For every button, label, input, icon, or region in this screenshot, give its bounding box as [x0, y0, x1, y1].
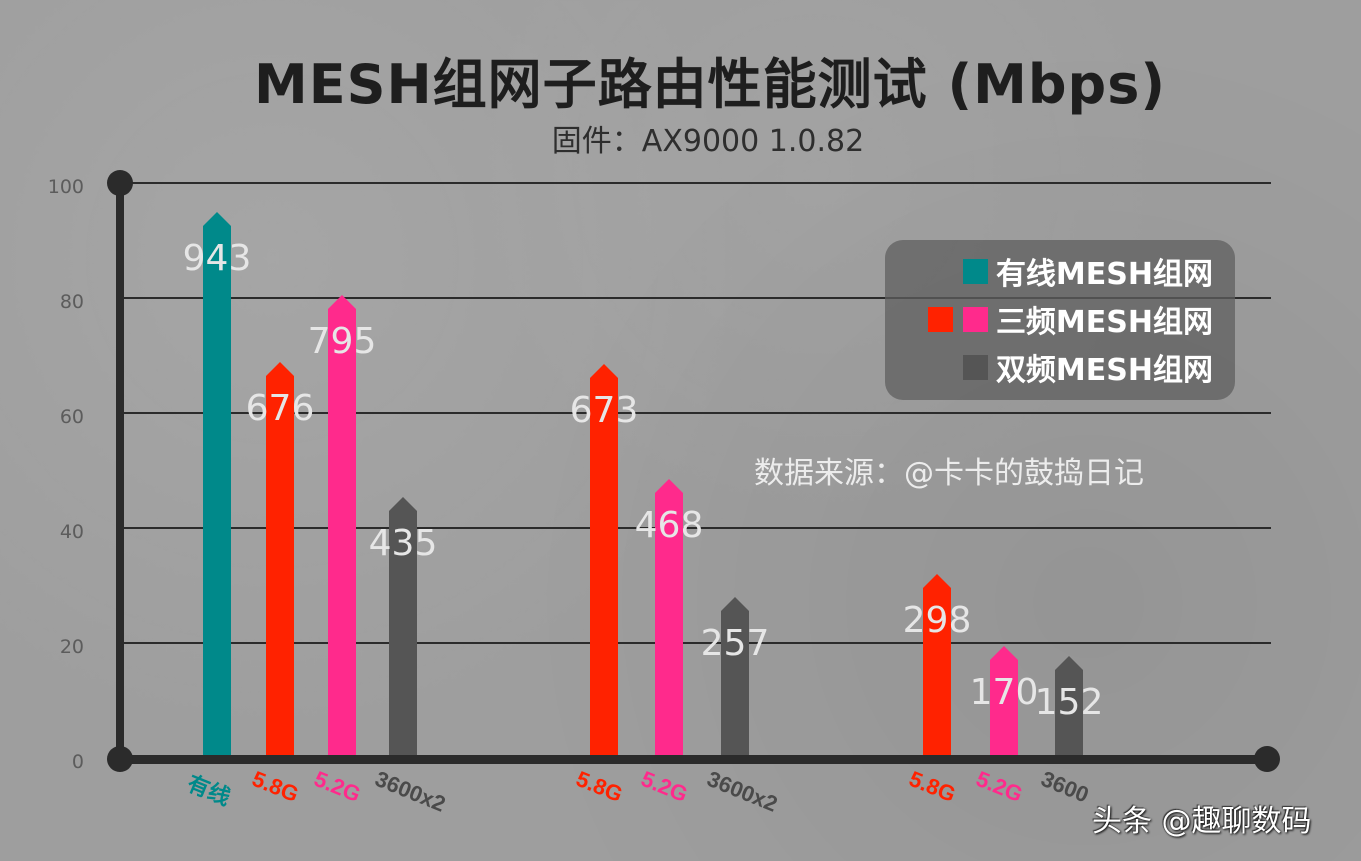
x-category-label: 5.2G — [637, 766, 692, 808]
bar — [328, 295, 356, 755]
bar-arrow-tip — [721, 596, 749, 611]
legend-label: 有线MESH组网 — [995, 257, 1213, 292]
y-tick-label: 80 — [59, 291, 84, 313]
bar-arrow-tip — [389, 497, 417, 512]
bar — [990, 645, 1018, 755]
legend-swatch — [962, 354, 988, 380]
data-source-note: 数据来源：@卡卡的鼓捣日记 — [754, 456, 1144, 491]
y-tick-label: 40 — [59, 521, 84, 543]
x-category-label: 5.2G — [310, 766, 365, 808]
y-tick-label: 100 — [47, 176, 84, 198]
bar-body — [328, 309, 356, 755]
bar-value-label: 468 — [634, 504, 704, 546]
gridline — [120, 297, 1271, 299]
bar-value-label: 170 — [969, 671, 1039, 713]
x-category-label: 5.2G — [972, 766, 1027, 808]
legend-item-dualband: 双频MESH组网 — [962, 344, 1213, 390]
bar-body — [389, 511, 417, 755]
bar-arrow-tip — [590, 363, 618, 378]
bar — [203, 212, 231, 755]
legend-swatch — [962, 258, 988, 284]
y-axis — [116, 183, 124, 761]
gridline — [120, 642, 1271, 644]
bar-value-label: 673 — [569, 389, 639, 431]
gridline — [120, 412, 1271, 414]
axis-origin-dot — [107, 746, 133, 772]
bar-value-label: 257 — [700, 622, 770, 664]
bar-arrow-tip — [203, 212, 231, 227]
y-tick-label: 60 — [59, 406, 84, 428]
chart-title: MESH组网子路由性能测试 (Mbps) — [253, 53, 1167, 116]
bar-value-label: 435 — [368, 523, 438, 565]
bar — [266, 362, 294, 755]
x-category-label: 5.8G — [248, 766, 303, 808]
bar — [655, 478, 683, 755]
bar-body — [655, 492, 683, 755]
x-category-label: 5.8G — [905, 766, 960, 808]
bar — [590, 363, 618, 755]
bar-value-label: 298 — [902, 599, 972, 641]
gridline — [120, 527, 1271, 529]
x-axis — [116, 755, 1268, 764]
bar — [721, 596, 749, 755]
bar-value-label: 152 — [1034, 681, 1104, 723]
legend: 有线MESH组网 三频MESH组网 双频MESH组网 — [885, 240, 1235, 400]
bar — [389, 497, 417, 755]
x-category-label: 3600x2 — [703, 766, 782, 817]
x-category-label: 有线 — [183, 770, 234, 811]
bar-value-label: 795 — [307, 321, 377, 363]
axis-end-dot — [107, 170, 133, 196]
bar-value-label: 676 — [245, 388, 315, 430]
bar — [1055, 655, 1083, 755]
legend-item-triband: 三频MESH组网 — [927, 296, 1213, 342]
bar-body — [923, 587, 951, 755]
bar-body — [990, 659, 1018, 755]
legend-swatch — [927, 306, 953, 332]
bar-body — [721, 610, 749, 755]
bar-arrow-tip — [1055, 655, 1083, 670]
bar-arrow-tip — [328, 295, 356, 310]
legend-item-wired: 有线MESH组网 — [962, 248, 1213, 294]
bar-body — [1055, 669, 1083, 755]
watermark: 头条 @趣聊数码 — [1092, 804, 1312, 839]
y-tick-label: 0 — [71, 751, 84, 773]
chart-subtitle: 固件：AX9000 1.0.82 — [551, 124, 865, 159]
axis-end-dot — [1254, 746, 1280, 772]
legend-label: 双频MESH组网 — [995, 353, 1213, 388]
x-category-label: 5.8G — [572, 766, 627, 808]
bar — [923, 573, 951, 755]
gridline — [120, 182, 1271, 184]
bar-body — [203, 226, 231, 755]
y-tick-label: 20 — [59, 636, 84, 658]
bar-arrow-tip — [990, 645, 1018, 660]
legend-swatch — [962, 306, 988, 332]
bar-value-label: 943 — [182, 238, 252, 280]
legend-label: 三频MESH组网 — [995, 305, 1213, 340]
bar-body — [266, 376, 294, 755]
bar-body — [590, 377, 618, 755]
bar-arrow-tip — [266, 362, 294, 377]
bar-arrow-tip — [923, 573, 951, 588]
x-category-label: 3600x2 — [371, 766, 450, 817]
bar-arrow-tip — [655, 478, 683, 493]
x-category-label: 3600 — [1037, 766, 1093, 808]
